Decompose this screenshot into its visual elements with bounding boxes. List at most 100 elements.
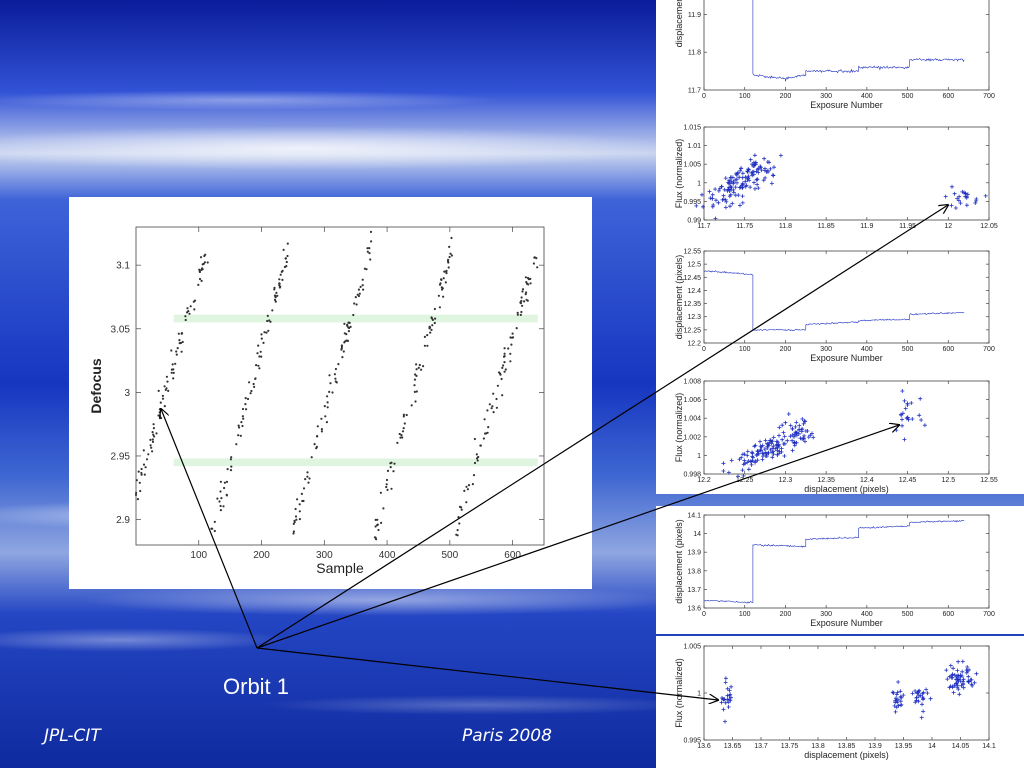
x-tick-label: 0	[702, 93, 706, 100]
data-point	[165, 375, 168, 378]
data-point	[957, 677, 962, 682]
data-point	[487, 426, 490, 429]
data-point	[731, 187, 736, 192]
data-point	[725, 188, 730, 193]
data-point	[479, 444, 482, 447]
data-point	[960, 189, 965, 194]
data-point	[337, 363, 340, 366]
data-point	[369, 258, 372, 261]
data-point	[239, 434, 242, 437]
data-point	[739, 166, 744, 171]
data-point	[223, 486, 226, 490]
x-tick-label: 13.6	[697, 743, 711, 750]
data-point	[724, 199, 729, 204]
data-point	[161, 397, 165, 400]
data-point	[279, 273, 282, 276]
data-point	[496, 384, 499, 387]
data-point	[751, 169, 756, 174]
data-point	[713, 187, 718, 192]
data-point	[898, 689, 903, 694]
data-point	[717, 186, 722, 191]
data-point	[216, 497, 219, 500]
data-point	[177, 332, 180, 335]
data-point	[527, 278, 530, 281]
x-tick-label: 400	[861, 611, 873, 618]
data-point	[943, 194, 948, 199]
x-tick-label: 600	[942, 346, 954, 353]
data-point	[458, 522, 461, 525]
data-point	[420, 368, 423, 371]
data-point	[310, 456, 313, 459]
data-point	[743, 179, 748, 184]
data-point	[273, 294, 277, 297]
data-point	[362, 288, 365, 291]
footer-left: JPL-CIT	[44, 726, 101, 746]
data-point	[511, 332, 514, 335]
data-point	[275, 291, 278, 294]
y-tick-label: 12.4	[687, 288, 701, 295]
data-point	[952, 683, 957, 688]
data-point	[198, 269, 201, 272]
data-point	[175, 350, 178, 353]
data-point	[189, 305, 192, 308]
data-point	[354, 296, 357, 299]
data-point	[155, 432, 158, 435]
x-tick-label: 11.95	[899, 223, 916, 230]
data-point	[733, 193, 738, 198]
data-point	[763, 175, 768, 180]
data-point	[140, 471, 143, 475]
data-point	[218, 500, 221, 503]
data-point	[533, 256, 536, 259]
data-point	[276, 294, 279, 297]
data-point	[507, 347, 510, 350]
data-point	[295, 518, 298, 521]
data-point	[417, 366, 420, 369]
data-point	[727, 185, 732, 190]
data-point	[727, 688, 732, 693]
data-point	[455, 533, 458, 536]
x-tick-label: 700	[983, 93, 995, 100]
data-point	[180, 350, 183, 353]
data-point	[187, 310, 190, 313]
x-tick-label: 600	[504, 550, 521, 561]
x-tick-label: 12	[944, 223, 952, 230]
data-point	[413, 384, 416, 387]
data-point	[235, 443, 238, 446]
data-point	[219, 480, 222, 483]
data-point	[298, 503, 301, 506]
data-point	[370, 240, 373, 243]
data-point	[140, 473, 143, 476]
data-point	[958, 673, 963, 678]
data-point	[273, 288, 276, 291]
x-tick-label: 600	[942, 611, 954, 618]
data-point	[716, 200, 721, 205]
data-point	[281, 278, 284, 281]
data-point	[761, 178, 766, 183]
y-tick-label: 3.05	[111, 324, 131, 335]
data-point	[501, 366, 504, 369]
data-point	[320, 417, 323, 420]
data-point	[948, 684, 953, 689]
data-point	[719, 700, 724, 705]
x-tick-label: 11.8	[779, 223, 792, 230]
data-point	[341, 356, 344, 359]
data-point	[241, 407, 245, 411]
data-point	[746, 167, 751, 172]
data-point	[475, 453, 478, 456]
y-tick-label: 12.35	[683, 301, 701, 308]
data-point	[731, 181, 736, 186]
data-point	[970, 683, 975, 688]
data-point	[429, 331, 432, 334]
data-point	[529, 282, 532, 285]
y-tick-label: 1.006	[683, 397, 701, 404]
data-point	[727, 693, 732, 698]
data-point	[219, 504, 222, 508]
data-point	[386, 469, 390, 472]
data-point	[152, 433, 155, 436]
data-point	[756, 170, 761, 175]
data-point	[376, 518, 379, 521]
data-point	[415, 374, 418, 377]
data-point	[442, 277, 445, 280]
data-point	[486, 431, 489, 434]
data-point	[266, 319, 269, 323]
